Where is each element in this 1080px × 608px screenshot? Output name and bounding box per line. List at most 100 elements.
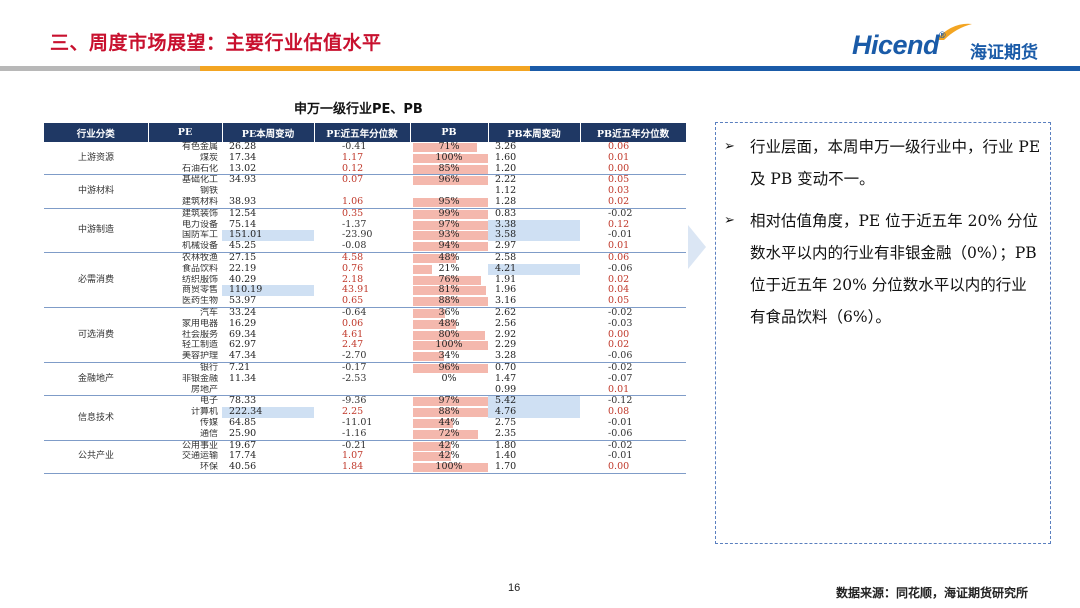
pe-percentile-bar	[413, 319, 457, 329]
industry-name: 商贸零售	[181, 285, 218, 296]
pb-change: 0.12	[608, 219, 630, 230]
group-label: 公共产业	[44, 440, 148, 474]
pe-change: -1.16	[314, 428, 410, 441]
pe-value: 12.54	[229, 208, 257, 219]
pb-change: -0.06	[608, 263, 633, 274]
pb-value: 1.47	[495, 373, 517, 384]
pe-percentile-label: 42%	[438, 451, 460, 462]
pe-change: -11.01	[342, 417, 373, 428]
pb-value: 1.12	[495, 186, 517, 197]
header-rule-orange	[200, 66, 530, 71]
pe-percentile: 100%	[410, 153, 488, 164]
pe-percentile-label: 0%	[441, 373, 457, 384]
pe-value: 78.33	[229, 395, 257, 407]
industry-name: 医药生物	[148, 296, 222, 308]
pb-value: 3.28	[488, 351, 580, 363]
pe-value: 27.15	[229, 252, 257, 263]
commentary-text-2: 相对估值角度，PE 位于近五年 20% 分位数水平以内的行业有非银金融（0%）；…	[750, 212, 1038, 326]
pb-value: 3.26	[495, 142, 517, 152]
pe-value: 69.34	[229, 329, 257, 340]
pb-value: 3.38	[488, 219, 580, 231]
pb-value: 0.83	[495, 208, 517, 219]
pe-percentile: 44%	[410, 418, 488, 429]
industry-name: 国防军工	[181, 230, 218, 241]
pe-percentile-label: 42%	[438, 440, 460, 451]
pe-percentile-bar	[413, 418, 453, 428]
pb-change: -0.02	[608, 208, 633, 219]
pe-percentile-bar	[413, 308, 446, 318]
pe-change: 43.91	[342, 285, 370, 296]
group-label: 信息技术	[44, 395, 148, 441]
pb-change: 0.02	[608, 340, 630, 351]
page-number: 16	[508, 582, 521, 594]
pe-percentile: 100%	[410, 340, 488, 351]
pe-percentile-bar	[413, 330, 485, 340]
pb-change: -0.01	[608, 230, 633, 241]
header-rule-gray	[0, 66, 200, 71]
pb-change: -0.01	[608, 451, 633, 462]
industry-name: 纺织服饰	[181, 274, 218, 285]
pb-value: 1.28	[488, 196, 580, 209]
table-header-row: 行业分类 PE PE本周变动 PE近五年分位数 PB PB本周变动 PB近五年分…	[44, 123, 687, 142]
pe-value: 75.14	[229, 219, 257, 230]
pb-change: 0.01	[608, 152, 630, 163]
pe-value: 151.01	[222, 230, 314, 242]
pb-change: 0.03	[608, 186, 630, 197]
pe-change: -9.36	[342, 395, 367, 407]
pe-percentile: 48%	[410, 319, 488, 330]
pe-percentile-bar	[413, 463, 488, 473]
pe-percentile-label: 80%	[438, 329, 460, 340]
pe-change: -2.70	[314, 351, 410, 363]
pe-change: 1.17	[342, 152, 364, 163]
commentary-box: ➢ 行业层面，本周申万一级行业中，行业 PE 及 PB 变动不一。 ➢ 相对估值…	[715, 122, 1051, 544]
col-header-pe: PE	[148, 123, 223, 142]
pe-percentile-label: 97%	[438, 219, 460, 230]
pe-percentile-label: 36%	[438, 307, 460, 318]
pe-value: 40.29	[229, 274, 257, 285]
pe-percentile-bar	[413, 264, 432, 274]
pe-percentile: 100%	[410, 462, 488, 474]
industry-name: 机械设备	[148, 241, 222, 253]
pe-value: 11.34	[229, 373, 257, 384]
pe-change: 0.76	[342, 263, 364, 274]
valuation-table: 行业分类 PE PE本周变动 PE近五年分位数 PB PB本周变动 PB近五年分…	[44, 123, 687, 474]
pe-value: 40.56	[222, 462, 314, 474]
pe-percentile-label: 94%	[438, 241, 460, 252]
bullet-arrow-icon: ➢	[724, 139, 735, 154]
pe-percentile-label: 88%	[438, 407, 460, 418]
pe-percentile: 80%	[410, 330, 488, 341]
industry-name: 通信	[148, 428, 222, 441]
pe-value: 17.34	[229, 152, 257, 163]
pe-percentile: 34%	[410, 351, 488, 363]
col-header-pe-change: PE本周变动	[222, 123, 315, 142]
pe-percentile-bar	[413, 275, 482, 285]
pb-value: 1.96	[495, 285, 517, 296]
pb-value: 2.92	[495, 329, 517, 340]
industry-name: 建筑装饰	[181, 208, 218, 219]
pe-change	[314, 186, 410, 197]
bullet-arrow-icon: ➢	[724, 213, 735, 228]
pe-value: 62.97	[229, 340, 257, 351]
pe-percentile: 93%	[410, 230, 488, 241]
pe-value: 34.93	[229, 174, 257, 186]
pe-change: 0.07	[342, 174, 364, 186]
industry-name: 电力设备	[181, 219, 218, 230]
col-header-pe-percentile: PE近五年分位数	[314, 123, 411, 142]
industry-name: 基础化工	[181, 175, 218, 186]
pe-percentile-bar	[413, 231, 488, 241]
pe-percentile-bar	[413, 397, 488, 407]
pe-percentile-bar	[413, 408, 488, 418]
industry-name: 有色金属	[181, 142, 218, 152]
pe-percentile-label: 81%	[438, 285, 460, 296]
commentary-text-1: 行业层面，本周申万一级行业中，行业 PE 及 PB 变动不一。	[750, 138, 1041, 188]
pb-value: 3.58	[488, 230, 580, 242]
